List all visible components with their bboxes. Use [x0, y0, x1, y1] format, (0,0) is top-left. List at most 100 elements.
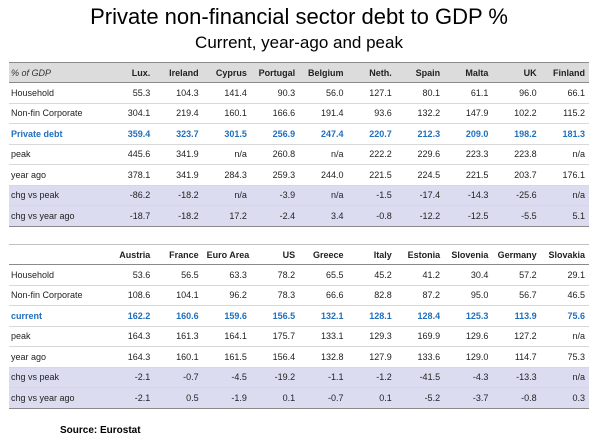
table-cell: -0.8 [492, 387, 541, 409]
table-cell: 301.5 [202, 123, 251, 145]
table-cell: 3.4 [299, 205, 348, 227]
table-cell: 166.6 [250, 103, 300, 124]
table-row: Non-fin Corporate 304.1 219.4 160.1 166.6 191… [9, 103, 589, 124]
table-cell: -0.8 [347, 205, 396, 227]
table-cell: -2.1 [106, 387, 155, 409]
table-cell: -14.3 [444, 185, 493, 206]
table-corner-label: % of GDP [9, 62, 106, 83]
row-label: chg vs peak [9, 367, 106, 388]
table-corner-label [9, 244, 106, 265]
row-label: peak [9, 144, 106, 165]
row-label: Household [9, 264, 106, 286]
table-header-row: % of GDP Lux. Ireland Cyprus Portugal Belgium… [9, 62, 589, 83]
table-cell: 82.8 [347, 285, 396, 306]
table-cell: -18.7 [106, 205, 155, 227]
table-cell: 164.1 [202, 326, 251, 347]
column-header: Germany [492, 244, 541, 265]
table-cell: 30.4 [444, 264, 493, 286]
table-cell: 17.2 [202, 205, 251, 227]
table-cell: n/a [299, 144, 348, 165]
table-cell: 160.6 [154, 305, 203, 327]
table-cell: 160.1 [154, 346, 203, 368]
table-cell: 104.1 [154, 285, 203, 306]
column-header: Slovenia [444, 244, 493, 265]
table-cell: 169.9 [395, 326, 445, 347]
table-row: year ago 164.3 160.1 161.5 156.4 132.8 127.9 13… [9, 346, 589, 368]
table-cell: 115.2 [540, 103, 589, 124]
table-cell: 129.6 [444, 326, 493, 347]
column-header: Estonia [395, 244, 445, 265]
table-cell: -18.2 [154, 205, 203, 227]
column-header: Euro Area [202, 244, 251, 265]
table-cell: n/a [202, 185, 251, 206]
table-cell: n/a [540, 326, 589, 347]
table-cell: n/a [202, 144, 251, 165]
table-cell: 0.3 [540, 387, 589, 409]
table-cell: 161.5 [202, 346, 251, 368]
column-header: Neth. [347, 62, 396, 83]
table-cell: n/a [299, 185, 348, 206]
table-cell: -2.4 [250, 205, 300, 227]
table-cell: 87.2 [395, 285, 445, 306]
table-cell: -13.3 [492, 367, 541, 388]
column-header: Finland [540, 62, 589, 83]
page-title: Private non-financial sector debt to GDP… [90, 4, 508, 29]
table-cell: 56.0 [299, 82, 348, 104]
table-cell: 219.4 [154, 103, 203, 124]
table-cell: 161.3 [154, 326, 203, 347]
column-header: Malta [444, 62, 493, 83]
table-cell: 80.1 [395, 82, 445, 104]
table-cell: -17.4 [395, 185, 445, 206]
table-cell: 132.2 [395, 103, 445, 124]
table-cell: 129.3 [347, 326, 396, 347]
table-cell: 127.2 [492, 326, 541, 347]
table-cell: -1.9 [202, 387, 251, 409]
table-cell: 147.9 [444, 103, 493, 124]
table-cell: 341.9 [154, 144, 203, 165]
table-cell: -5.5 [492, 205, 541, 227]
column-header: UK [492, 62, 541, 83]
column-header: France [154, 244, 203, 265]
table-cell: 191.4 [299, 103, 348, 124]
table-cell: 129.0 [444, 346, 493, 368]
table-cell: n/a [540, 367, 589, 388]
table-cell: 132.1 [299, 305, 348, 327]
table-cell: -5.2 [395, 387, 445, 409]
table-row: Household 55.3 104.3 141.4 90.3 56.0 127.1 80.1… [9, 82, 589, 104]
column-header: Ireland [154, 62, 203, 83]
table-cell: 341.9 [154, 164, 203, 186]
table-cell: -1.2 [347, 367, 396, 388]
table-cell: 159.6 [202, 305, 251, 327]
table-cell: -1.5 [347, 185, 396, 206]
table-cell: 127.9 [347, 346, 396, 368]
column-header: Italy [347, 244, 396, 265]
table-cell: 102.2 [492, 103, 541, 124]
table-cell: 160.1 [202, 103, 251, 124]
table-header-row: Austria France Euro Area US Greece Italy Eston… [9, 244, 589, 265]
table-cell: 181.3 [540, 123, 589, 145]
table-cell: 96.2 [202, 285, 251, 306]
table-row: peak 164.3 161.3 164.1 175.7 133.1 129.3 169.9 1… [9, 326, 589, 347]
table-cell: 113.9 [492, 305, 541, 327]
table-cell: 247.4 [299, 123, 348, 145]
table-cell: 162.2 [106, 305, 155, 327]
table-cell: 108.6 [106, 285, 155, 306]
table-cell: 5.1 [540, 205, 589, 227]
table-cell: -19.2 [250, 367, 300, 388]
debt-table-lower: Austria France Euro Area US Greece Italy Eston… [9, 244, 589, 409]
table-cell: 224.5 [395, 164, 445, 186]
table-cell: 133.1 [299, 326, 348, 347]
page-subtitle: Current, year-ago and peak [195, 33, 403, 52]
table-cell: 220.7 [347, 123, 396, 145]
table-cell: 61.1 [444, 82, 493, 104]
column-header: US [250, 244, 300, 265]
table-cell: -18.2 [154, 185, 203, 206]
table-cell: 128.4 [395, 305, 445, 327]
table-cell: 203.7 [492, 164, 541, 186]
table-cell: -1.1 [299, 367, 348, 388]
table-cell: 221.5 [444, 164, 493, 186]
table-cell: -12.5 [444, 205, 493, 227]
table-cell: 75.6 [540, 305, 589, 327]
row-label: chg vs year ago [9, 387, 106, 409]
table-cell: 284.3 [202, 164, 251, 186]
